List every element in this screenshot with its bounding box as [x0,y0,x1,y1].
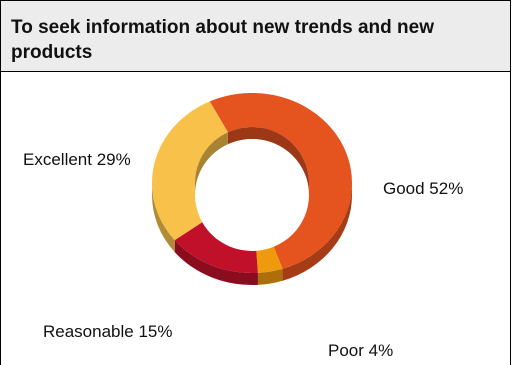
slice-inner-excellent [195,132,228,195]
slice-side-reasonable [174,240,258,285]
label-excellent: Excellent 29% [23,150,131,169]
slice-side-good [282,183,352,281]
donut-hole [195,139,309,251]
donut-inner-wall [195,127,309,251]
chart-title: To seek information about new trends and… [11,17,434,63]
donut-chart-svg: Good 52% Poor 4% Reasonable 15% Excellent 2… [23,92,463,360]
slice-excellent [151,101,228,241]
label-poor: Poor 4% [328,341,393,360]
donut-labels: Good 52% Poor 4% Reasonable 15% Excellent 2… [23,150,463,360]
slice-reasonable [174,218,258,273]
donut-chart: Good 52% Poor 4% Reasonable 15% Excellent 2… [1,73,510,365]
donut-sides [152,183,352,285]
chart-header: To seek information about new trends and… [1,1,510,72]
label-good: Good 52% [383,179,463,198]
label-reasonable: Reasonable 15% [43,322,172,341]
slice-side-poor [257,268,283,285]
slice-side-excellent [152,183,175,253]
slice-inner-good [227,127,309,195]
slice-good [209,92,352,269]
